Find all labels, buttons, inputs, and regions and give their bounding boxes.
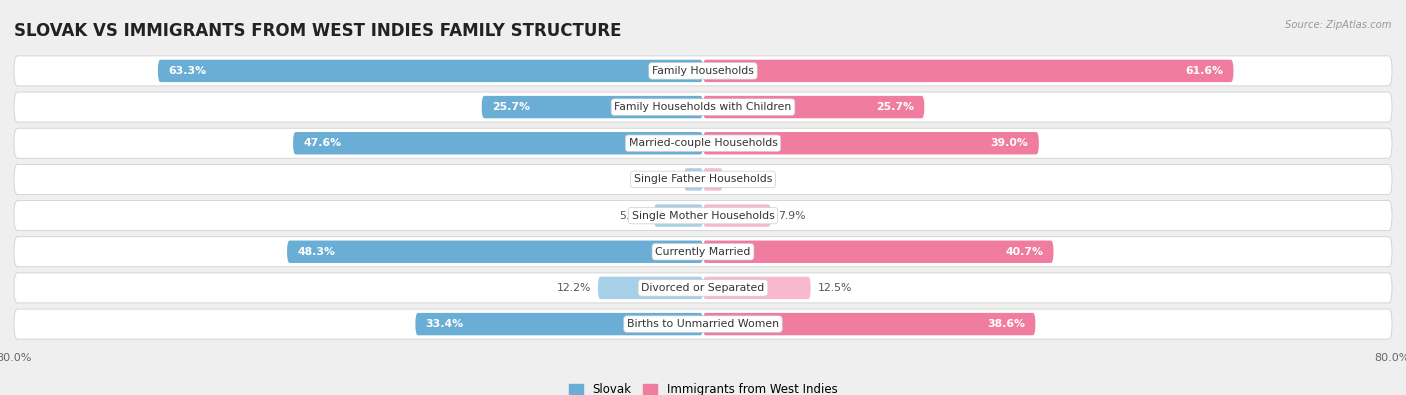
Text: SLOVAK VS IMMIGRANTS FROM WEST INDIES FAMILY STRUCTURE: SLOVAK VS IMMIGRANTS FROM WEST INDIES FA… — [14, 22, 621, 40]
FancyBboxPatch shape — [703, 132, 1039, 154]
FancyBboxPatch shape — [14, 92, 1392, 122]
Text: Source: ZipAtlas.com: Source: ZipAtlas.com — [1285, 20, 1392, 30]
FancyBboxPatch shape — [14, 237, 1392, 267]
Text: Divorced or Separated: Divorced or Separated — [641, 283, 765, 293]
FancyBboxPatch shape — [415, 313, 703, 335]
Text: Currently Married: Currently Married — [655, 247, 751, 257]
Text: 25.7%: 25.7% — [876, 102, 914, 112]
FancyBboxPatch shape — [157, 60, 703, 82]
Text: Single Father Households: Single Father Households — [634, 175, 772, 184]
Text: 38.6%: 38.6% — [987, 319, 1025, 329]
FancyBboxPatch shape — [703, 96, 924, 118]
Text: 47.6%: 47.6% — [304, 138, 342, 148]
FancyBboxPatch shape — [14, 164, 1392, 194]
Text: 12.5%: 12.5% — [817, 283, 852, 293]
FancyBboxPatch shape — [703, 313, 1035, 335]
Text: 2.2%: 2.2% — [650, 175, 678, 184]
FancyBboxPatch shape — [482, 96, 703, 118]
Text: Births to Unmarried Women: Births to Unmarried Women — [627, 319, 779, 329]
FancyBboxPatch shape — [292, 132, 703, 154]
FancyBboxPatch shape — [703, 277, 811, 299]
FancyBboxPatch shape — [703, 204, 770, 227]
Text: 40.7%: 40.7% — [1005, 247, 1043, 257]
FancyBboxPatch shape — [685, 168, 703, 191]
FancyBboxPatch shape — [287, 241, 703, 263]
FancyBboxPatch shape — [14, 128, 1392, 158]
Text: 12.2%: 12.2% — [557, 283, 591, 293]
FancyBboxPatch shape — [703, 168, 723, 191]
FancyBboxPatch shape — [654, 204, 703, 227]
Text: Family Households with Children: Family Households with Children — [614, 102, 792, 112]
FancyBboxPatch shape — [703, 60, 1233, 82]
Text: 39.0%: 39.0% — [991, 138, 1029, 148]
FancyBboxPatch shape — [14, 309, 1392, 339]
FancyBboxPatch shape — [14, 56, 1392, 86]
FancyBboxPatch shape — [703, 241, 1053, 263]
FancyBboxPatch shape — [14, 201, 1392, 231]
Text: 7.9%: 7.9% — [778, 211, 806, 220]
FancyBboxPatch shape — [598, 277, 703, 299]
Legend: Slovak, Immigrants from West Indies: Slovak, Immigrants from West Indies — [568, 383, 838, 395]
Text: 48.3%: 48.3% — [298, 247, 336, 257]
FancyBboxPatch shape — [14, 273, 1392, 303]
Text: 25.7%: 25.7% — [492, 102, 530, 112]
Text: 33.4%: 33.4% — [426, 319, 464, 329]
Text: 5.7%: 5.7% — [620, 211, 647, 220]
Text: Married-couple Households: Married-couple Households — [628, 138, 778, 148]
Text: Family Households: Family Households — [652, 66, 754, 76]
Text: 61.6%: 61.6% — [1185, 66, 1223, 76]
Text: 63.3%: 63.3% — [169, 66, 207, 76]
Text: Single Mother Households: Single Mother Households — [631, 211, 775, 220]
Text: 2.3%: 2.3% — [730, 175, 758, 184]
